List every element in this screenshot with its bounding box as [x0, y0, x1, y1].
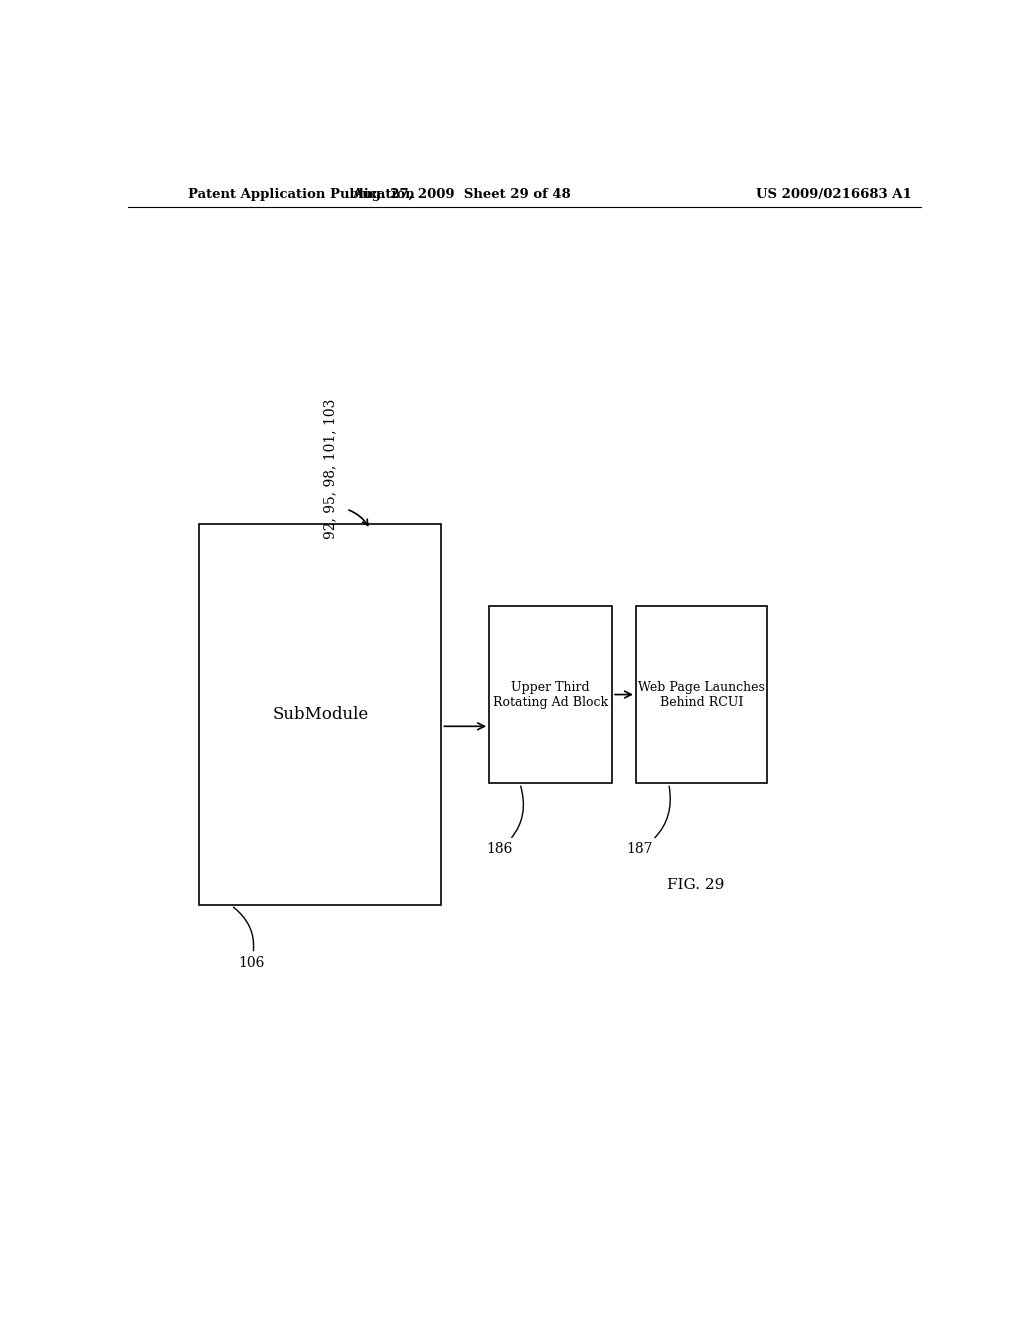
Bar — [200, 524, 441, 906]
Text: Upper Third
Rotating Ad Block: Upper Third Rotating Ad Block — [493, 681, 608, 709]
Bar — [636, 606, 767, 784]
Text: Web Page Launches
Behind RCUI: Web Page Launches Behind RCUI — [638, 681, 765, 709]
Text: 106: 106 — [233, 907, 264, 970]
Text: 187: 187 — [627, 787, 671, 857]
Text: Patent Application Publication: Patent Application Publication — [187, 189, 415, 202]
Text: US 2009/0216683 A1: US 2009/0216683 A1 — [757, 189, 912, 202]
Text: FIG. 29: FIG. 29 — [667, 878, 724, 892]
Bar — [489, 606, 612, 784]
Text: SubModule: SubModule — [272, 706, 369, 723]
Text: 92, 95, 98, 101, 103: 92, 95, 98, 101, 103 — [324, 399, 337, 539]
Text: 186: 186 — [486, 787, 523, 857]
Text: Aug. 27, 2009  Sheet 29 of 48: Aug. 27, 2009 Sheet 29 of 48 — [352, 189, 570, 202]
